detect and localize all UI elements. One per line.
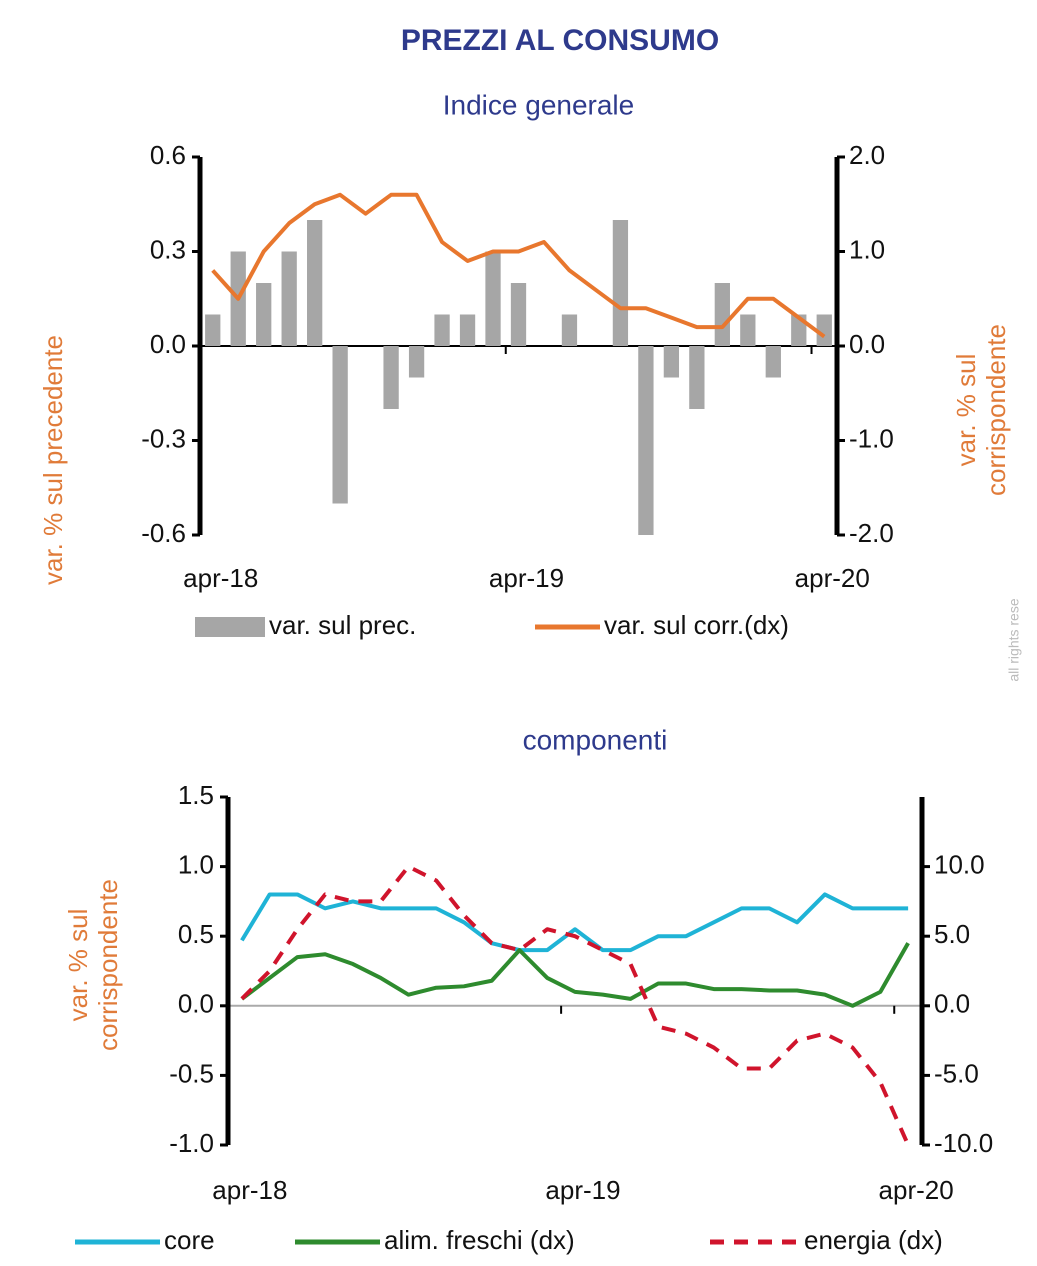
bar — [205, 314, 221, 346]
bar — [459, 314, 476, 346]
chart-subtitle: Indice generale — [443, 89, 634, 120]
y-tick-label: -0.6 — [141, 518, 186, 548]
y-tick-label: 0.6 — [150, 140, 186, 170]
y2-axis-title: corrispondente — [981, 324, 1011, 496]
series-line — [211, 192, 826, 339]
bar — [383, 346, 399, 409]
bar — [485, 251, 501, 346]
series-line — [240, 942, 910, 1008]
y2-axis-title: var. % sul — [951, 354, 981, 467]
y2-tick-label: 0.0 — [849, 329, 885, 359]
legend-label: var. sul corr.(dx) — [604, 610, 789, 640]
legend-label: var. sul prec. — [269, 610, 416, 640]
chart-subtitle: componenti — [523, 724, 668, 755]
bar — [689, 346, 705, 409]
x-tick-label: apr-20 — [879, 1175, 954, 1205]
y-tick-label: 0.0 — [178, 989, 214, 1019]
y-tick-label: 1.5 — [178, 780, 214, 810]
y2-tick-label: 10.0 — [934, 849, 985, 879]
y2-tick-label: -5.0 — [934, 1058, 979, 1088]
y-tick-label: 0.5 — [178, 919, 214, 949]
bar — [612, 220, 629, 346]
legend-label: alim. freschi (dx) — [384, 1225, 575, 1255]
y-tick-label: -1.0 — [169, 1128, 214, 1158]
y-tick-label: -0.3 — [141, 423, 186, 453]
page-title: PREZZI AL CONSUMO — [401, 24, 719, 57]
y2-tick-label: -10.0 — [934, 1128, 993, 1158]
series-line — [240, 892, 909, 953]
legend-label: core — [164, 1225, 215, 1255]
y-tick-label: -0.5 — [169, 1058, 214, 1088]
y2-tick-label: 5.0 — [934, 919, 970, 949]
y2-tick-label: 1.0 — [849, 234, 885, 264]
y-tick-label: 0.0 — [150, 329, 186, 359]
bar — [281, 251, 297, 346]
legend-swatch — [195, 617, 265, 637]
y-tick-label: 0.3 — [150, 234, 186, 264]
series-line — [240, 864, 910, 1146]
bar — [765, 346, 781, 378]
x-tick-label: apr-19 — [489, 563, 564, 593]
bar — [510, 283, 527, 346]
x-tick-label: apr-18 — [183, 563, 258, 593]
bar — [408, 346, 425, 378]
y2-tick-label: -1.0 — [849, 423, 894, 453]
bar — [740, 314, 756, 346]
bar — [307, 220, 323, 346]
bar — [714, 283, 730, 346]
legend-label: energia (dx) — [804, 1225, 943, 1255]
y-axis-title: var. % sul — [63, 909, 93, 1022]
bar — [663, 346, 680, 378]
watermark: all rights rese — [1006, 598, 1022, 681]
y2-tick-label: 0.0 — [934, 989, 970, 1019]
y-axis-title: var. % sul precedente — [38, 335, 68, 585]
bar — [332, 346, 348, 504]
y-tick-label: 1.0 — [178, 849, 214, 879]
x-tick-label: apr-20 — [795, 563, 870, 593]
y2-tick-label: 2.0 — [849, 140, 885, 170]
y2-tick-label: -2.0 — [849, 518, 894, 548]
x-tick-label: apr-19 — [545, 1175, 620, 1205]
x-tick-label: apr-18 — [212, 1175, 287, 1205]
bar — [638, 346, 654, 535]
bar — [561, 314, 578, 346]
bar — [256, 283, 272, 346]
bar — [434, 314, 450, 346]
bar — [816, 314, 832, 346]
y-axis-title: corrispondente — [93, 879, 123, 1051]
